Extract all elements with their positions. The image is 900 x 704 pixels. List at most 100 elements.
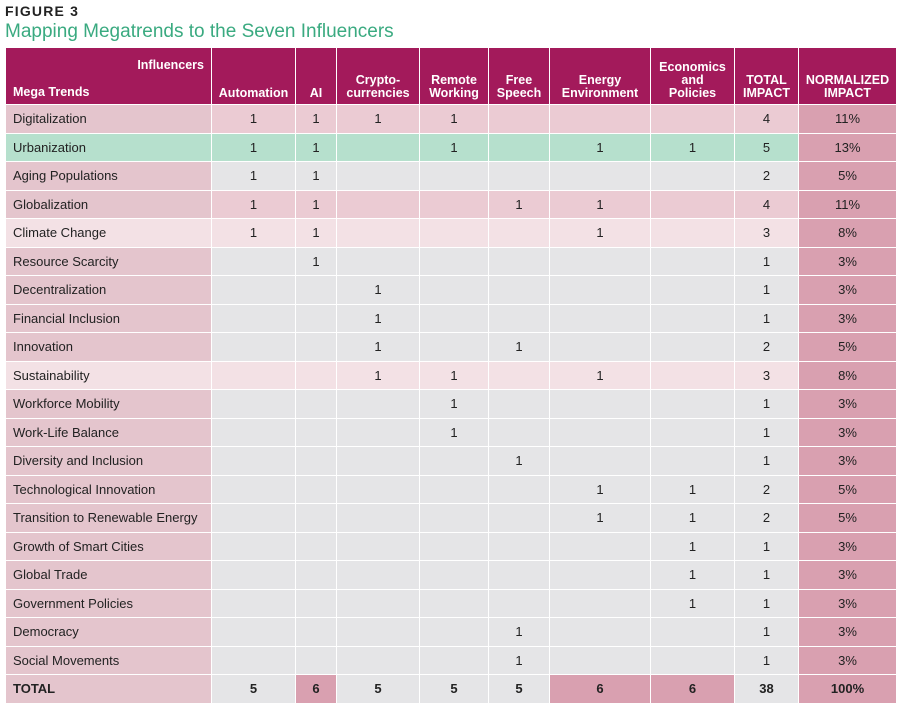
table-cell: 1 bbox=[550, 475, 650, 503]
table-cell: 1 bbox=[420, 105, 488, 133]
table-cell bbox=[489, 276, 549, 304]
influencers-label: Influencers bbox=[137, 58, 204, 72]
table-cell bbox=[420, 276, 488, 304]
row-label: Work-Life Balance bbox=[6, 418, 211, 446]
table-cell bbox=[296, 618, 336, 646]
table-cell bbox=[651, 390, 734, 418]
table-cell bbox=[296, 361, 336, 389]
table-cell bbox=[337, 532, 419, 560]
table-cell bbox=[550, 618, 650, 646]
table-cell bbox=[651, 190, 734, 218]
table-cell bbox=[489, 304, 549, 332]
table-cell bbox=[212, 418, 295, 446]
table-cell bbox=[337, 504, 419, 532]
table-cell bbox=[337, 162, 419, 190]
normalized-impact-cell: 3% bbox=[799, 304, 896, 332]
table-cell: 1 bbox=[550, 361, 650, 389]
row-label: Decentralization bbox=[6, 276, 211, 304]
normalized-impact-cell: 11% bbox=[799, 105, 896, 133]
row-label: Workforce Mobility bbox=[6, 390, 211, 418]
total-cell: 38 bbox=[735, 675, 798, 703]
table-cell bbox=[212, 532, 295, 560]
table-row: Growth of Smart Cities 1 1 3% bbox=[6, 532, 896, 560]
table-cell bbox=[337, 190, 419, 218]
table-cell bbox=[489, 532, 549, 560]
total-impact-cell: 3 bbox=[735, 219, 798, 247]
table-row: Decentralization 1 1 3% bbox=[6, 276, 896, 304]
total-impact-cell: 4 bbox=[735, 105, 798, 133]
total-impact-cell: 5 bbox=[735, 133, 798, 161]
normalized-impact-cell: 3% bbox=[799, 447, 896, 475]
table-cell bbox=[651, 646, 734, 674]
table-cell: 1 bbox=[296, 105, 336, 133]
header-row: Influencers Mega Trends Automation AI Cr… bbox=[6, 48, 896, 104]
table-cell bbox=[420, 162, 488, 190]
table-cell bbox=[489, 475, 549, 503]
row-label: Government Policies bbox=[6, 589, 211, 617]
table-cell bbox=[212, 361, 295, 389]
table-cell bbox=[296, 390, 336, 418]
table-cell bbox=[296, 333, 336, 361]
table-cell: 1 bbox=[296, 219, 336, 247]
table-cell bbox=[337, 475, 419, 503]
total-cell: 5 bbox=[489, 675, 549, 703]
row-label: Innovation bbox=[6, 333, 211, 361]
table-cell bbox=[651, 162, 734, 190]
table-cell bbox=[550, 589, 650, 617]
table-cell bbox=[296, 504, 336, 532]
table-cell bbox=[420, 447, 488, 475]
row-label: Transition to Renewable Energy bbox=[6, 504, 211, 532]
table-cell: 1 bbox=[651, 532, 734, 560]
table-cell: 1 bbox=[337, 304, 419, 332]
table-cell bbox=[296, 561, 336, 589]
table-cell: 1 bbox=[212, 219, 295, 247]
table-cell bbox=[212, 304, 295, 332]
total-impact-cell: 2 bbox=[735, 333, 798, 361]
total-cell: 6 bbox=[651, 675, 734, 703]
table-cell bbox=[337, 561, 419, 589]
normalized-impact-cell: 5% bbox=[799, 162, 896, 190]
table-cell bbox=[550, 333, 650, 361]
table-cell bbox=[212, 618, 295, 646]
table-cell bbox=[296, 304, 336, 332]
table-cell bbox=[550, 390, 650, 418]
normalized-impact-cell: 3% bbox=[799, 646, 896, 674]
table-cell bbox=[651, 219, 734, 247]
table-cell: 1 bbox=[420, 133, 488, 161]
table-cell bbox=[420, 532, 488, 560]
table-cell: 1 bbox=[489, 447, 549, 475]
table-cell bbox=[212, 504, 295, 532]
total-impact-cell: 1 bbox=[735, 247, 798, 275]
table-cell bbox=[550, 304, 650, 332]
table-cell bbox=[212, 475, 295, 503]
table-row: Technological Innovation 1 1 2 5% bbox=[6, 475, 896, 503]
table-cell bbox=[489, 589, 549, 617]
table-cell: 1 bbox=[212, 133, 295, 161]
table-cell bbox=[651, 447, 734, 475]
table-cell bbox=[296, 447, 336, 475]
table-cell bbox=[550, 447, 650, 475]
table-cell bbox=[420, 247, 488, 275]
normalized-impact-cell: 13% bbox=[799, 133, 896, 161]
table-cell: 1 bbox=[489, 190, 549, 218]
megatrends-table: Influencers Mega Trends Automation AI Cr… bbox=[5, 47, 897, 704]
table-cell bbox=[420, 190, 488, 218]
table-cell: 1 bbox=[420, 361, 488, 389]
total-impact-cell: 1 bbox=[735, 276, 798, 304]
row-label: Growth of Smart Cities bbox=[6, 532, 211, 560]
total-cell: 5 bbox=[420, 675, 488, 703]
col-header-remote-working: Remote Working bbox=[420, 48, 488, 104]
total-label: TOTAL bbox=[6, 675, 211, 703]
table-cell: 1 bbox=[337, 333, 419, 361]
table-cell bbox=[420, 618, 488, 646]
total-impact-cell: 1 bbox=[735, 532, 798, 560]
table-cell bbox=[651, 276, 734, 304]
table-cell bbox=[420, 219, 488, 247]
table-cell bbox=[296, 475, 336, 503]
table-row: Resource Scarcity 1 1 3% bbox=[6, 247, 896, 275]
total-impact-cell: 1 bbox=[735, 561, 798, 589]
total-impact-cell: 1 bbox=[735, 418, 798, 446]
normalized-impact-cell: 5% bbox=[799, 333, 896, 361]
table-cell bbox=[296, 646, 336, 674]
table-row: Digitalization 1 1 1 1 4 11% bbox=[6, 105, 896, 133]
